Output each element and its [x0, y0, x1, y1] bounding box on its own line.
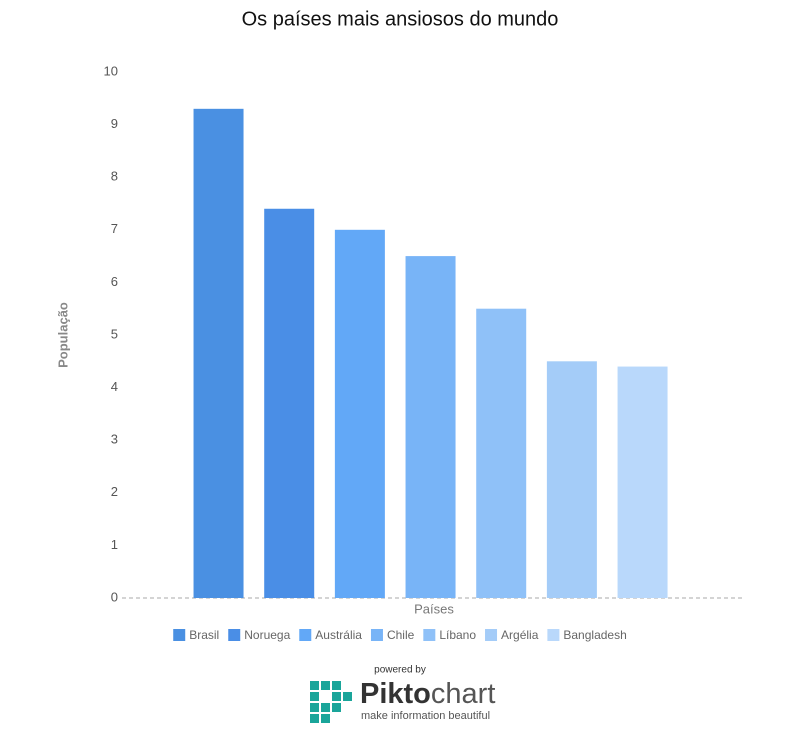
legend-swatch	[485, 629, 498, 641]
legend-label: Líbano	[439, 628, 476, 642]
bar	[476, 308, 527, 598]
y-tick-label: 7	[111, 221, 118, 236]
y-tick-label: 5	[111, 326, 118, 341]
bar	[193, 108, 244, 598]
y-tick-label: 4	[111, 379, 118, 394]
legend-swatch	[299, 629, 312, 641]
legend-label: Bangladesh	[563, 628, 626, 642]
y-tick-label: 1	[111, 537, 118, 552]
bar	[405, 256, 456, 598]
powered-by: powered by	[374, 665, 426, 676]
y-tick-label: 2	[111, 484, 118, 499]
y-tick-label: 9	[111, 116, 118, 131]
brand: Piktochart	[360, 678, 495, 710]
bar	[546, 361, 597, 598]
y-tick-label: 0	[111, 589, 118, 604]
bar	[334, 229, 385, 599]
x-axis-label: Países	[414, 601, 454, 616]
legend-label: Chile	[387, 628, 415, 642]
y-axis-label: População	[55, 302, 70, 368]
legend-label: Brasil	[189, 628, 219, 642]
tagline: make information beautiful	[361, 710, 490, 722]
y-tick-label: 10	[104, 63, 118, 78]
legend-label: Argélia	[501, 628, 539, 642]
legend-swatch	[547, 629, 560, 641]
brand-part: Pikto	[360, 678, 431, 710]
bar	[617, 366, 668, 598]
legend-swatch	[370, 629, 383, 641]
piktochart-logo	[310, 681, 352, 723]
y-tick-label: 3	[111, 432, 118, 447]
legend-label: Noruega	[244, 628, 290, 642]
y-tick-label: 8	[111, 169, 118, 184]
brand-part: chart	[431, 678, 495, 710]
legend-label: Austrália	[315, 628, 362, 642]
bar	[264, 208, 315, 598]
legend-swatch	[173, 629, 186, 641]
legend-swatch	[228, 629, 241, 641]
chart-title: Os países mais ansiosos do mundo	[242, 8, 559, 30]
legend-swatch	[423, 629, 436, 641]
y-tick-label: 6	[111, 274, 118, 289]
